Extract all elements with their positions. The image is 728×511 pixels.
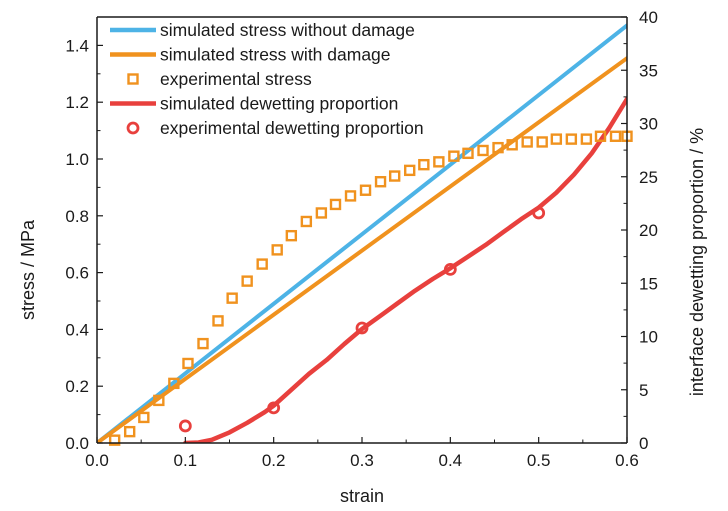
series-experimental-stress-point <box>315 207 328 219</box>
series-experimental-stress-point <box>271 244 283 256</box>
series-experimental-stress-point <box>418 158 430 171</box>
y-axis-right-title: interface dewetting proportion / % <box>687 128 707 396</box>
series-experimental-stress-point <box>153 394 165 407</box>
legend-swatch-circle <box>126 121 140 135</box>
y-axis-left-title: stress / MPa <box>18 219 38 320</box>
legend-label: simulated dewetting proportion <box>160 94 398 114</box>
series-experimental-stress-point <box>565 133 578 145</box>
y-left-tick-label: 0.6 <box>65 264 89 283</box>
series-experimental-stress-point <box>197 337 209 350</box>
legend-entry: simulated dewetting proportion <box>110 94 398 114</box>
series-experimental-stress-point <box>168 377 180 390</box>
series-experimental-stress-point <box>359 184 372 196</box>
series-experimental-dewetting-proportion-point <box>178 419 192 433</box>
series-experimental-stress-point <box>388 170 401 182</box>
series-experimental-stress-point <box>492 141 504 154</box>
y-right-tick-label: 10 <box>639 328 658 347</box>
series-experimental-stress-point <box>344 190 357 202</box>
series-experimental-stress-point <box>241 275 253 287</box>
y-right-tick-label: 40 <box>639 8 658 27</box>
series-experimental-stress-point <box>108 434 121 446</box>
legend-label: simulated stress with damage <box>160 45 391 65</box>
x-axis-title: strain <box>340 486 384 506</box>
y-right-tick-label: 30 <box>639 115 658 134</box>
legend-label: simulated stress without damage <box>160 20 415 40</box>
series-experimental-stress-point <box>123 425 136 438</box>
y-right-tick-label: 25 <box>639 168 658 187</box>
series-simulated-stress-with-damage-line <box>97 56 627 443</box>
y-right-tick-label: 35 <box>639 61 658 80</box>
x-tick-label: 0.6 <box>615 451 639 470</box>
series-experimental-stress-point <box>226 292 238 304</box>
y-left-tick-label: 0.8 <box>65 207 89 226</box>
y-left-tick-label: 1.4 <box>65 36 89 55</box>
series-experimental-stress-point <box>329 198 342 211</box>
series-experimental-stress-point <box>580 133 593 145</box>
y-left-tick-label: 0.0 <box>65 434 89 453</box>
series-experimental-stress-point <box>521 136 533 148</box>
x-tick-label: 0.1 <box>174 451 198 470</box>
legend-swatch-square <box>127 73 139 85</box>
series-experimental-stress-point <box>550 133 563 145</box>
series-experimental-stress-point <box>256 258 268 270</box>
series-experimental-stress-point <box>212 315 224 327</box>
y-right-tick-label: 0 <box>639 434 648 453</box>
y-right-tick-label: 15 <box>639 274 658 293</box>
series-experimental-stress-point <box>536 136 548 148</box>
legend-label: experimental dewetting proportion <box>160 118 424 138</box>
series-experimental-stress-point <box>594 130 607 142</box>
x-tick-label: 0.2 <box>262 451 286 470</box>
series-experimental-stress-point <box>182 357 194 370</box>
y-right-tick-label: 20 <box>639 221 658 240</box>
series-simulated-stress-without-damage-line <box>97 23 627 443</box>
series-experimental-stress-point <box>506 139 518 151</box>
series-experimental-dewetting-proportion-point <box>532 206 546 220</box>
legend-entry: simulated stress without damage <box>110 20 415 40</box>
plot-series <box>97 23 627 443</box>
x-tick-label: 0.4 <box>439 451 463 470</box>
series-experimental-stress-point <box>404 164 416 177</box>
legend-entry: experimental dewetting proportion <box>126 118 424 138</box>
series-experimental-dewetting-proportion-point <box>355 321 369 335</box>
legend-entry: simulated stress with damage <box>110 45 391 65</box>
plot-area <box>97 23 633 446</box>
legend-label: experimental stress <box>160 69 312 89</box>
x-tick-label: 0.3 <box>350 451 374 470</box>
legend: simulated stress without damage simulated… <box>110 20 424 138</box>
series-experimental-stress-point <box>477 144 489 157</box>
series-experimental-dewetting-proportion-point <box>443 263 457 276</box>
y-left-tick-label: 0.2 <box>65 377 89 396</box>
series-experimental-stress-point <box>374 176 387 188</box>
y-right-tick-label: 5 <box>639 381 648 400</box>
ticks: 0.0 0.1 0.2 0.3 0.4 0.5 0.6 0.0 0.2 0.4 0.6 0.8 1.0 1… <box>65 8 658 470</box>
series-simulated-dewetting-proportion-line <box>183 96 627 443</box>
series-experimental-stress-point <box>300 215 313 228</box>
series-experimental-stress-point <box>609 130 622 142</box>
legend-entry: experimental stress <box>127 69 312 89</box>
y-left-tick-label: 0.4 <box>65 320 89 339</box>
x-tick-label: 0.5 <box>527 451 551 470</box>
series-experimental-stress-point <box>138 411 150 424</box>
y-left-tick-label: 1.2 <box>65 93 89 112</box>
y-left-tick-label: 1.0 <box>65 150 89 169</box>
series-experimental-stress-point <box>462 147 474 160</box>
x-tick-label: 0.0 <box>85 451 109 470</box>
series-experimental-stress-point <box>433 156 445 168</box>
series-experimental-stress-point <box>448 150 460 162</box>
series-experimental-stress-point <box>285 229 298 242</box>
series-experimental-dewetting-proportion-point <box>267 401 281 415</box>
